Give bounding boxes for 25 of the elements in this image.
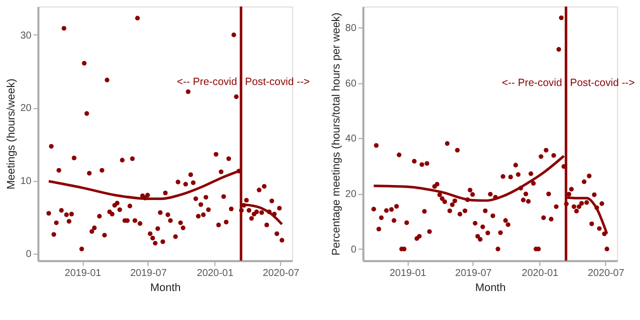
x-tick-label: 2019-01: [390, 268, 427, 280]
y-tick-label: 80: [345, 22, 357, 34]
y-axis-title: Meetings (hours/week): [5, 78, 18, 190]
y-tick-label: 10: [20, 176, 32, 188]
annotation: <-- Pre-covid: [502, 78, 562, 89]
x-tick-label: 2019-07: [455, 268, 492, 280]
y-tick-label: 0: [350, 244, 357, 256]
x-tick-label: 2019-07: [130, 268, 168, 280]
x-tick-label: 2020-01: [196, 268, 234, 280]
x-axis-title: Month: [150, 282, 181, 294]
y-tick-label: 0: [26, 248, 32, 260]
y-tick-label: 20: [20, 103, 32, 114]
y-tick-label: 40: [345, 134, 357, 145]
x-tick-label: 2020-07: [262, 268, 300, 280]
y-tick-label: 20: [345, 189, 357, 200]
y-axis-title: Percentage meetings (hours/total hours per week): [330, 12, 342, 256]
x-tick-label: 2019-01: [64, 268, 102, 280]
x-axis-title: Month: [475, 282, 506, 294]
annotation: <-- Pre-covid: [176, 77, 238, 88]
y-tick-label: 30: [20, 30, 32, 42]
annotation: Post-covid -->: [570, 78, 635, 89]
annotation: Post-covid -->: [245, 77, 310, 88]
y-tick-label: 60: [345, 78, 357, 90]
x-tick-label: 2020-07: [588, 268, 625, 280]
x-tick-label: 2020-01: [522, 268, 559, 280]
